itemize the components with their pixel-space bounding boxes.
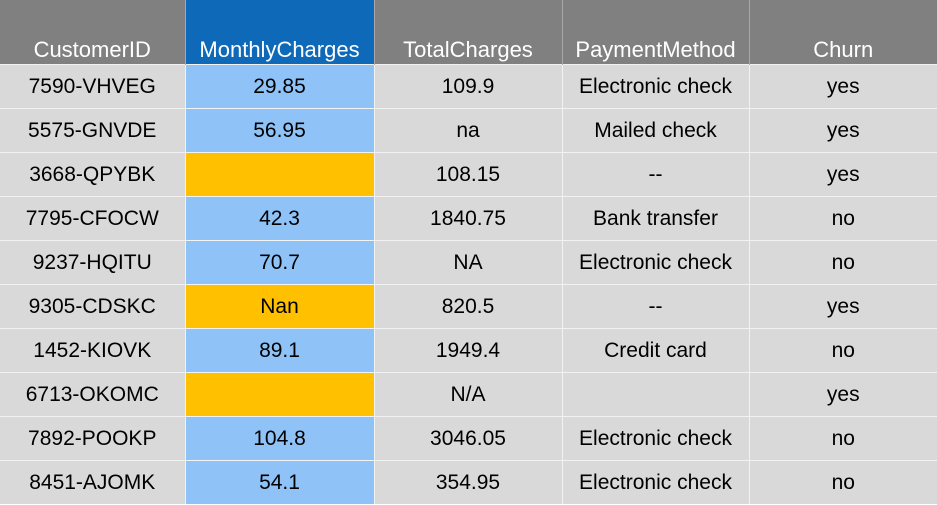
customer-id-cell: 6713-OKOMC xyxy=(0,372,186,417)
monthly-charges-cell: 104.8 xyxy=(185,416,375,461)
payment-method-cell: -- xyxy=(562,152,750,197)
total-charges-cell: 354.95 xyxy=(374,460,563,504)
table-row: 7590-VHVEG 29.85 109.9 Electronic check yes xyxy=(0,64,937,109)
monthly-charges-cell xyxy=(185,372,375,417)
payment-method-cell: Credit card xyxy=(562,328,750,373)
churn-cell: yes xyxy=(749,108,937,153)
table-body: 7590-VHVEG 29.85 109.9 Electronic check yes 5… xyxy=(0,64,937,504)
total-charges-cell: 3046.05 xyxy=(374,416,563,461)
customer-id-cell: 3668-QPYBK xyxy=(0,152,186,197)
churn-cell: yes xyxy=(749,284,937,329)
total-charges-cell: na xyxy=(374,108,563,153)
churn-cell: no xyxy=(749,328,937,373)
table-row: 3668-QPYBK 108.15 -- yes xyxy=(0,152,937,197)
monthly-charges-cell: 54.1 xyxy=(185,460,375,504)
payment-method-cell: Electronic check xyxy=(562,416,750,461)
total-charges-cell: 1949.4 xyxy=(374,328,563,373)
total-charges-cell: NA xyxy=(374,240,563,285)
churn-cell: no xyxy=(749,196,937,241)
header-row: CustomerID MonthlyCharges TotalCharges P… xyxy=(0,0,937,65)
payment-method-cell: Bank transfer xyxy=(562,196,750,241)
total-charges-cell: 108.15 xyxy=(374,152,563,197)
total-charges-cell: 1840.75 xyxy=(374,196,563,241)
table-row: 8451-AJOMK 54.1 354.95 Electronic check no xyxy=(0,460,937,504)
table-row: 5575-GNVDE 56.95 na Mailed check yes xyxy=(0,108,937,153)
payment-method-cell: Electronic check xyxy=(562,460,750,504)
churn-cell: no xyxy=(749,240,937,285)
total-charges-cell: 109.9 xyxy=(374,64,563,109)
monthly-charges-cell: 29.85 xyxy=(185,64,375,109)
churn-cell: yes xyxy=(749,152,937,197)
customer-id-cell: 1452-KIOVK xyxy=(0,328,186,373)
header-payment-method: PaymentMethod xyxy=(562,0,750,65)
customer-id-cell: 8451-AJOMK xyxy=(0,460,186,504)
customer-id-cell: 7892-POOKP xyxy=(0,416,186,461)
payment-method-cell: Mailed check xyxy=(562,108,750,153)
table-row: 7795-CFOCW 42.3 1840.75 Bank transfer no xyxy=(0,196,937,241)
payment-method-cell: -- xyxy=(562,284,750,329)
header-churn: Churn xyxy=(749,0,937,65)
customer-id-cell: 5575-GNVDE xyxy=(0,108,186,153)
customer-id-cell: 9305-CDSKC xyxy=(0,284,186,329)
monthly-charges-cell: 56.95 xyxy=(185,108,375,153)
monthly-charges-cell: Nan xyxy=(185,284,375,329)
customer-id-cell: 9237-HQITU xyxy=(0,240,186,285)
table-row: 9237-HQITU 70.7 NA Electronic check no xyxy=(0,240,937,285)
customer-id-cell: 7590-VHVEG xyxy=(0,64,186,109)
payment-method-cell: Electronic check xyxy=(562,240,750,285)
payment-method-cell xyxy=(562,372,750,417)
monthly-charges-cell xyxy=(185,152,375,197)
table-row: 7892-POOKP 104.8 3046.05 Electronic check no xyxy=(0,416,937,461)
monthly-charges-cell: 42.3 xyxy=(185,196,375,241)
monthly-charges-cell: 89.1 xyxy=(185,328,375,373)
churn-cell: no xyxy=(749,416,937,461)
total-charges-cell: 820.5 xyxy=(374,284,563,329)
payment-method-cell: Electronic check xyxy=(562,64,750,109)
total-charges-cell: N/A xyxy=(374,372,563,417)
churn-cell: yes xyxy=(749,372,937,417)
monthly-charges-cell: 70.7 xyxy=(185,240,375,285)
header-monthly-charges: MonthlyCharges xyxy=(185,0,375,65)
table-row: 6713-OKOMC N/A yes xyxy=(0,372,937,417)
table-row: 9305-CDSKC Nan 820.5 -- yes xyxy=(0,284,937,329)
header-customer-id: CustomerID xyxy=(0,0,186,65)
customer-id-cell: 7795-CFOCW xyxy=(0,196,186,241)
header-total-charges: TotalCharges xyxy=(374,0,563,65)
table-row: 1452-KIOVK 89.1 1949.4 Credit card no xyxy=(0,328,937,373)
churn-cell: yes xyxy=(749,64,937,109)
churn-cell: no xyxy=(749,460,937,504)
